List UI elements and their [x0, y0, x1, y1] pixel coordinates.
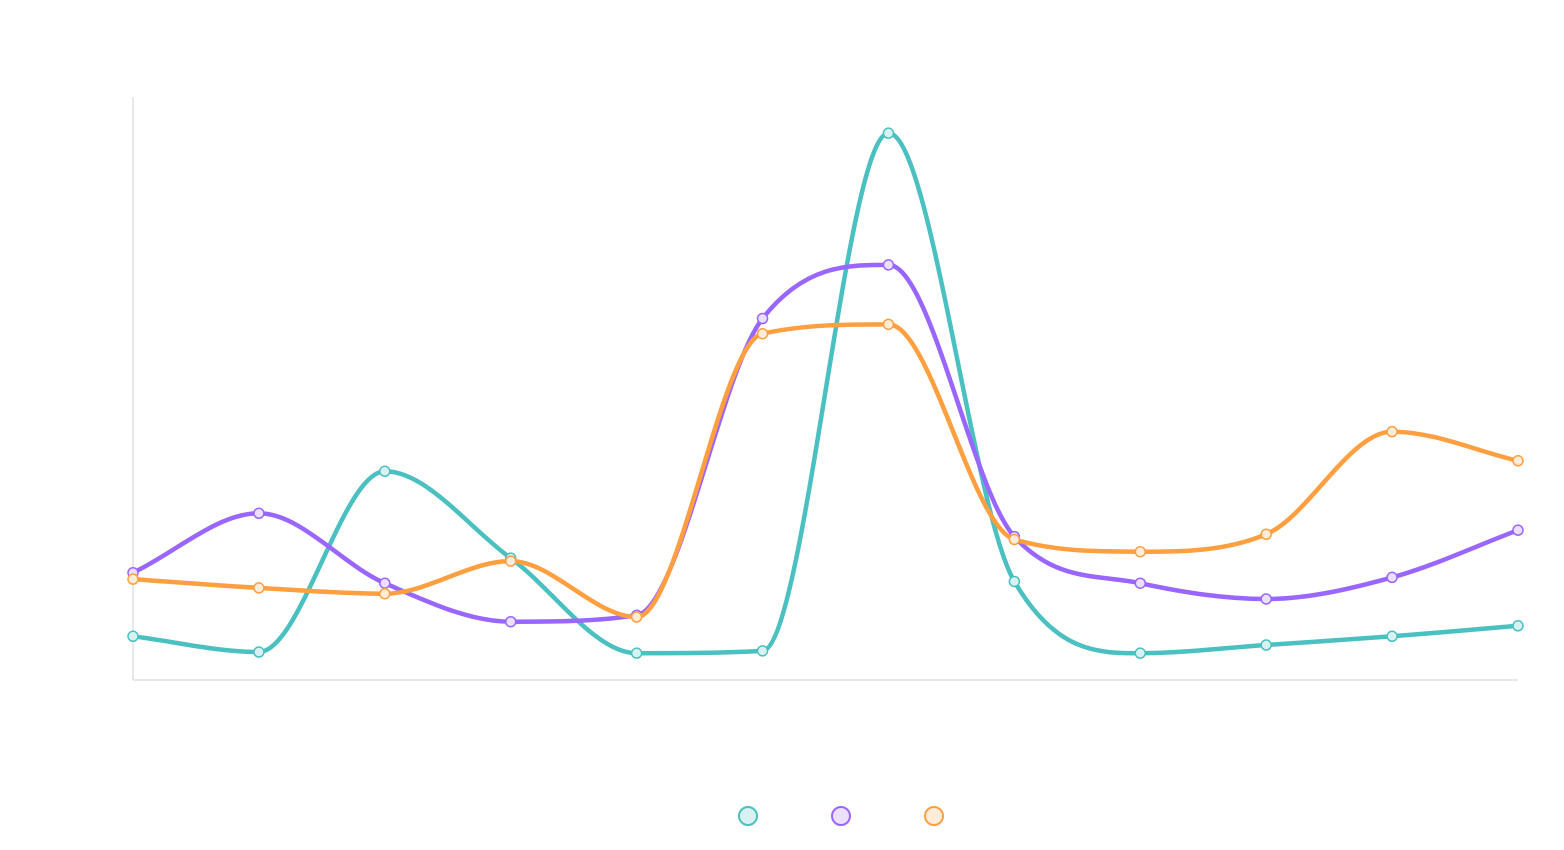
series-3-point-6[interactable]: [756, 327, 769, 340]
series-2: [127, 259, 1524, 628]
series-3-point-8[interactable]: [1008, 533, 1021, 546]
series-1-point-11[interactable]: [1386, 630, 1398, 643]
series-1-point-8[interactable]: [1008, 575, 1021, 588]
series-1-point-12[interactable]: [1512, 620, 1524, 632]
series-3-point-1[interactable]: [127, 573, 139, 585]
series-1-line: [132, 130, 1519, 656]
series-2-point-6[interactable]: [756, 312, 769, 325]
series-2-point-3[interactable]: [379, 577, 391, 589]
series-3-point-10[interactable]: [1260, 528, 1272, 540]
legend: [0, 800, 1564, 832]
series-3-point-3[interactable]: [379, 587, 391, 600]
series-3-point-9[interactable]: [1134, 545, 1147, 558]
series-2-point-9[interactable]: [1134, 577, 1147, 589]
legend-item-2[interactable]: [831, 806, 857, 826]
series-layer: [127, 127, 1524, 659]
series-3: [127, 318, 1524, 623]
series-1-point-6[interactable]: [756, 645, 769, 657]
series-3-point-5[interactable]: [630, 611, 643, 623]
legend-swatch-1: [738, 806, 758, 826]
legend-swatch-3: [924, 806, 944, 826]
series-2-point-2[interactable]: [253, 507, 265, 520]
series-3-point-4[interactable]: [504, 555, 517, 567]
series-1-point-7[interactable]: [882, 127, 895, 139]
series-2-point-7[interactable]: [882, 259, 895, 271]
series-3-point-7[interactable]: [882, 318, 895, 331]
series-1-point-5[interactable]: [630, 647, 643, 659]
series-2-point-12[interactable]: [1512, 524, 1524, 536]
series-1: [127, 127, 1524, 659]
series-3-point-12[interactable]: [1512, 455, 1524, 467]
series-2-point-4[interactable]: [504, 615, 517, 628]
legend-item-3[interactable]: [924, 806, 950, 826]
series-1-point-1[interactable]: [127, 630, 139, 643]
legend-swatch-2: [831, 806, 851, 826]
series-3-line: [132, 322, 1519, 620]
series-2-point-10[interactable]: [1260, 593, 1272, 605]
series-3-point-11[interactable]: [1386, 425, 1398, 438]
legend-item-1[interactable]: [738, 806, 764, 826]
series-1-point-3[interactable]: [379, 465, 391, 478]
series-1-point-10[interactable]: [1260, 639, 1272, 651]
series-3-point-2[interactable]: [253, 582, 265, 594]
series-1-point-2[interactable]: [253, 646, 265, 658]
series-2-point-11[interactable]: [1386, 571, 1398, 584]
series-2-line: [132, 262, 1519, 624]
series-1-point-9[interactable]: [1134, 647, 1147, 659]
